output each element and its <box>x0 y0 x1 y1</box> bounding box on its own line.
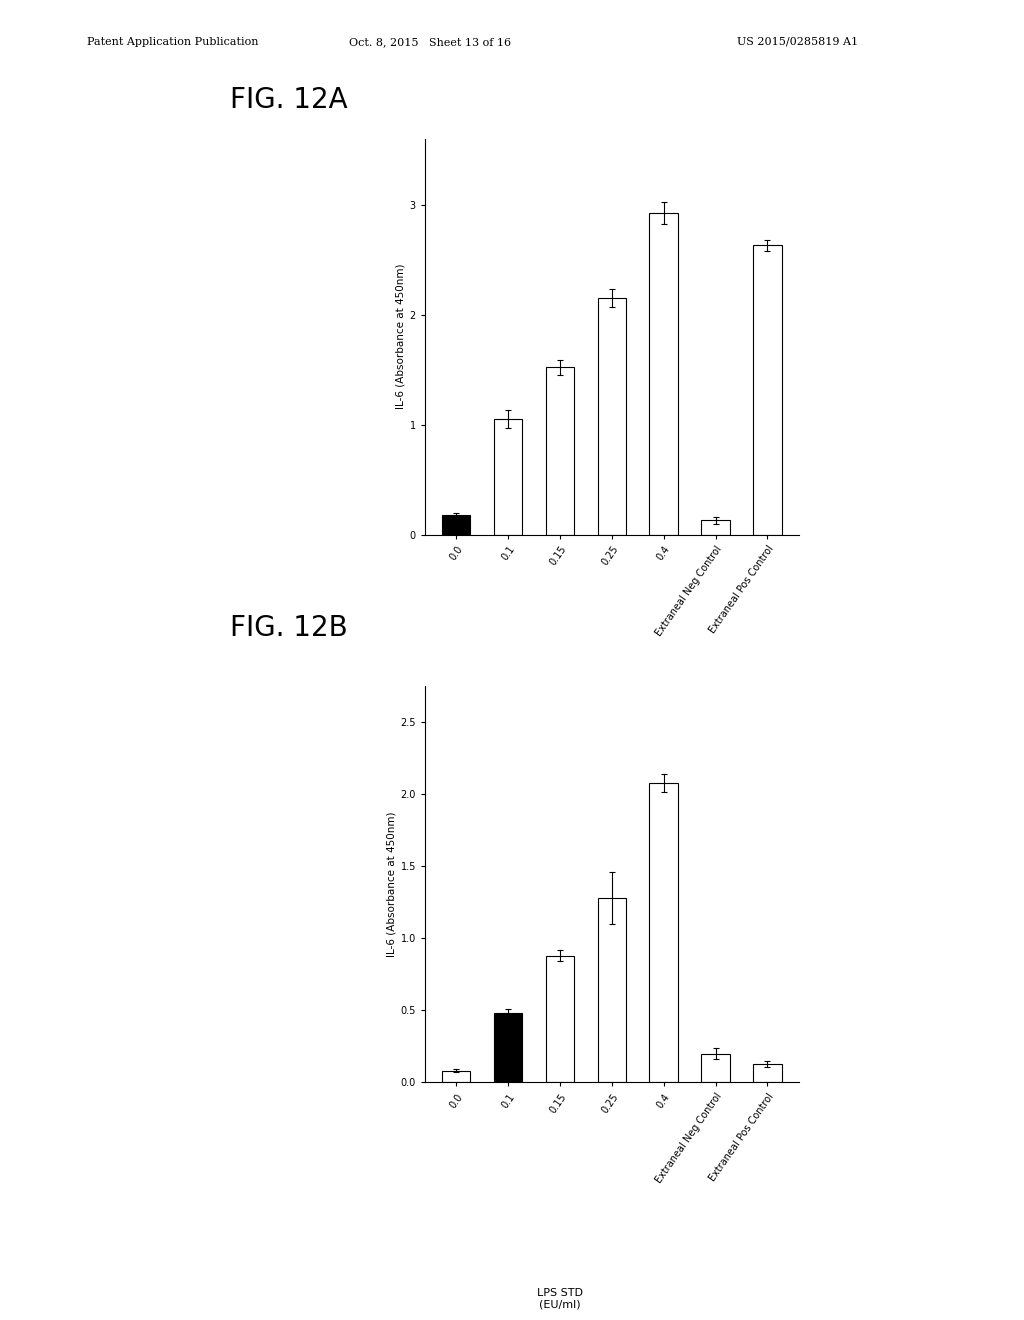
Bar <box>494 420 522 535</box>
Y-axis label: IL-6 (Absorbance at 450nm): IL-6 (Absorbance at 450nm) <box>395 264 406 409</box>
Text: LPS STD
(EU/ml): LPS STD (EU/ml) <box>537 1288 583 1309</box>
Bar <box>442 1071 470 1082</box>
Bar <box>649 214 678 535</box>
Text: FIG. 12A: FIG. 12A <box>230 86 348 114</box>
Bar <box>701 1053 730 1082</box>
Text: FIG. 12B: FIG. 12B <box>230 614 348 642</box>
Bar <box>754 1064 781 1082</box>
Bar <box>649 783 678 1082</box>
Bar <box>754 246 781 535</box>
Bar <box>442 515 470 535</box>
Text: US 2015/0285819 A1: US 2015/0285819 A1 <box>737 37 858 48</box>
Bar <box>546 367 574 535</box>
Y-axis label: IL-6 (Absorbance at 450nm): IL-6 (Absorbance at 450nm) <box>386 812 396 957</box>
Bar <box>598 298 626 535</box>
Text: Patent Application Publication: Patent Application Publication <box>87 37 258 48</box>
Text: Oct. 8, 2015   Sheet 13 of 16: Oct. 8, 2015 Sheet 13 of 16 <box>349 37 511 48</box>
Bar <box>701 520 730 535</box>
Bar <box>494 1014 522 1082</box>
Text: LPS STD
(EU/ml): LPS STD (EU/ml) <box>537 741 583 762</box>
Bar <box>598 898 626 1082</box>
Bar <box>546 956 574 1082</box>
